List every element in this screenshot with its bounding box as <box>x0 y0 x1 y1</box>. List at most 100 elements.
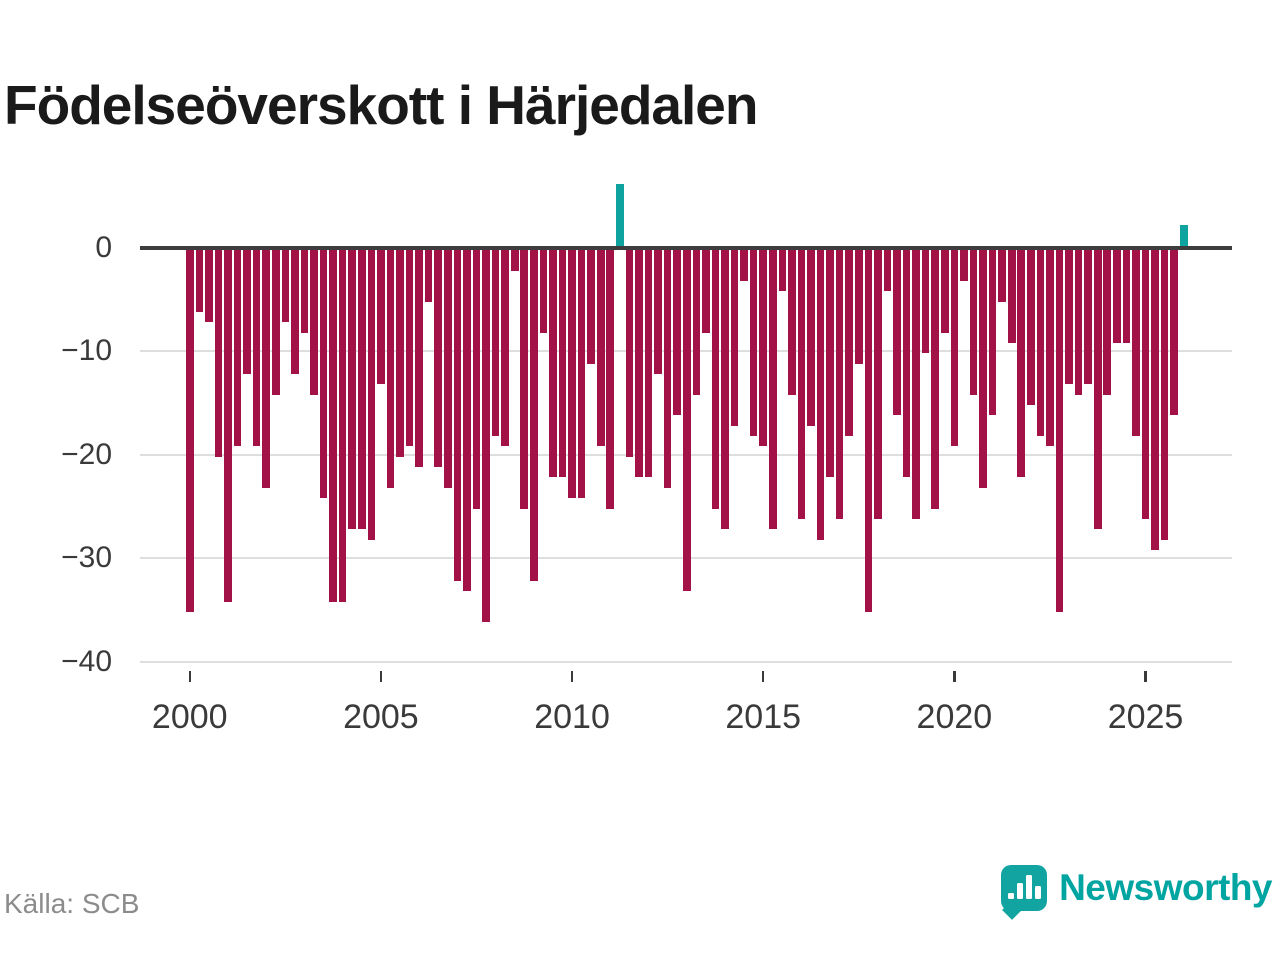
gridline <box>140 660 1232 663</box>
y-axis-tick-label: −20 <box>61 437 112 471</box>
bar-2021Q3 <box>1007 250 1016 344</box>
bar-2018Q3 <box>893 250 901 416</box>
bar-2011Q2 <box>616 183 624 246</box>
bar-2002Q4 <box>291 250 299 375</box>
bar-2008Q1 <box>491 250 500 437</box>
bar-2008Q3 <box>510 250 519 271</box>
x-axis-tick <box>379 671 383 682</box>
bar-2000Q4 <box>214 250 223 457</box>
bar-2024Q1 <box>1103 250 1112 395</box>
x-axis-tick <box>570 671 574 682</box>
y-axis-tick-label: 0 <box>95 231 112 264</box>
bar-2020Q3 <box>969 250 978 395</box>
bar-2001Q1 <box>224 250 232 602</box>
bar-2024Q3 <box>1122 250 1131 344</box>
bar-2018Q1 <box>874 250 882 519</box>
bar-2013Q3 <box>702 250 710 333</box>
bar-2016Q2 <box>807 250 815 426</box>
bar-2009Q4 <box>558 250 567 478</box>
bar-2000Q3 <box>205 250 213 323</box>
bar-2004Q4 <box>367 250 376 540</box>
bar-2022Q1 <box>1027 250 1035 406</box>
logo-glyph-bar <box>1035 886 1042 899</box>
bar-2025Q1 <box>1141 250 1150 519</box>
bar-2006Q1 <box>415 250 423 468</box>
x-axis-tick-label: 2015 <box>725 698 802 736</box>
bar-2006Q4 <box>444 250 452 488</box>
bar-2003Q4 <box>329 250 337 602</box>
brand-wordmark: Newsworthy <box>1059 867 1272 908</box>
bar-2019Q2 <box>921 250 930 354</box>
bar-2018Q2 <box>883 250 892 292</box>
bar-2021Q1 <box>988 250 997 416</box>
bar-2014Q2 <box>730 250 739 426</box>
bar-2015Q2 <box>768 250 777 530</box>
bar-2012Q2 <box>654 250 662 375</box>
bar-chart-map-pin-icon <box>1001 865 1048 911</box>
bar-2025Q3 <box>1160 250 1169 540</box>
bar-2024Q4 <box>1132 250 1140 437</box>
bar-2009Q1 <box>530 250 538 581</box>
x-axis-tick-label: 2020 <box>916 698 993 736</box>
bar-2015Q3 <box>778 250 787 292</box>
bar-2015Q4 <box>788 250 796 395</box>
bar-2026Q1 <box>1179 225 1188 246</box>
bar-2013Q2 <box>692 250 701 395</box>
bar-2023Q2 <box>1074 250 1083 395</box>
bar-2014Q4 <box>749 250 758 437</box>
chart-title: Födelseöverskott i Härjedalen <box>4 73 758 136</box>
bar-2014Q3 <box>740 250 748 282</box>
source-note: Källa: SCB <box>4 888 140 919</box>
x-axis-tick <box>188 671 191 682</box>
logo-glyph-bar <box>1017 883 1024 899</box>
bar-2022Q2 <box>1036 250 1045 437</box>
bar-2017Q3 <box>854 250 863 364</box>
bar-2011Q3 <box>625 250 634 457</box>
bar-2003Q1 <box>300 250 309 333</box>
x-axis-tick <box>761 671 765 682</box>
bar-2013Q1 <box>682 250 691 592</box>
bar-2016Q4 <box>826 250 834 478</box>
bar-2020Q1 <box>950 250 959 447</box>
bar-2006Q3 <box>434 250 443 468</box>
bar-2023Q1 <box>1065 250 1073 385</box>
bar-2019Q1 <box>912 250 920 519</box>
bar-2010Q1 <box>568 250 576 499</box>
bar-2008Q4 <box>520 250 529 509</box>
bar-2001Q4 <box>252 250 261 447</box>
x-axis-tick <box>953 671 956 682</box>
bar-2009Q2 <box>539 250 548 333</box>
bar-2019Q4 <box>941 250 949 333</box>
bar-2010Q4 <box>596 250 605 447</box>
bar-2024Q2 <box>1113 250 1121 344</box>
bar-2007Q2 <box>463 250 471 592</box>
x-axis-tick-label: 2010 <box>534 698 610 736</box>
bar-2005Q3 <box>396 250 404 457</box>
y-axis-tick-label: −10 <box>61 334 112 368</box>
bar-2025Q4 <box>1170 250 1178 416</box>
bar-2014Q1 <box>721 250 729 530</box>
bar-2025Q2 <box>1151 250 1159 550</box>
bar-2002Q1 <box>262 250 270 488</box>
bar-2022Q4 <box>1055 250 1064 612</box>
x-axis-tick <box>1144 671 1147 682</box>
x-axis-tick-label: 2005 <box>343 698 419 736</box>
bar-2021Q2 <box>998 250 1006 302</box>
bar-2000Q1 <box>185 250 194 612</box>
bar-2000Q2 <box>195 250 204 313</box>
y-axis-tick-label: −40 <box>61 644 112 678</box>
bar-2021Q4 <box>1017 250 1026 478</box>
bar-2016Q1 <box>797 250 806 519</box>
bar-2016Q3 <box>816 250 825 540</box>
bar-2012Q3 <box>663 250 672 488</box>
bar-2015Q1 <box>759 250 767 447</box>
logo-glyph-dot <box>1008 893 1015 899</box>
bar-2004Q2 <box>348 250 357 530</box>
bar-2003Q3 <box>319 250 328 499</box>
bar-2023Q4 <box>1093 250 1102 530</box>
x-axis-tick-label: 2025 <box>1107 698 1184 736</box>
bar-2010Q2 <box>577 250 586 499</box>
bar-2001Q3 <box>243 250 251 375</box>
bar-2011Q1 <box>606 250 615 509</box>
newsworthy-logo: Newsworthy <box>1001 862 1272 914</box>
